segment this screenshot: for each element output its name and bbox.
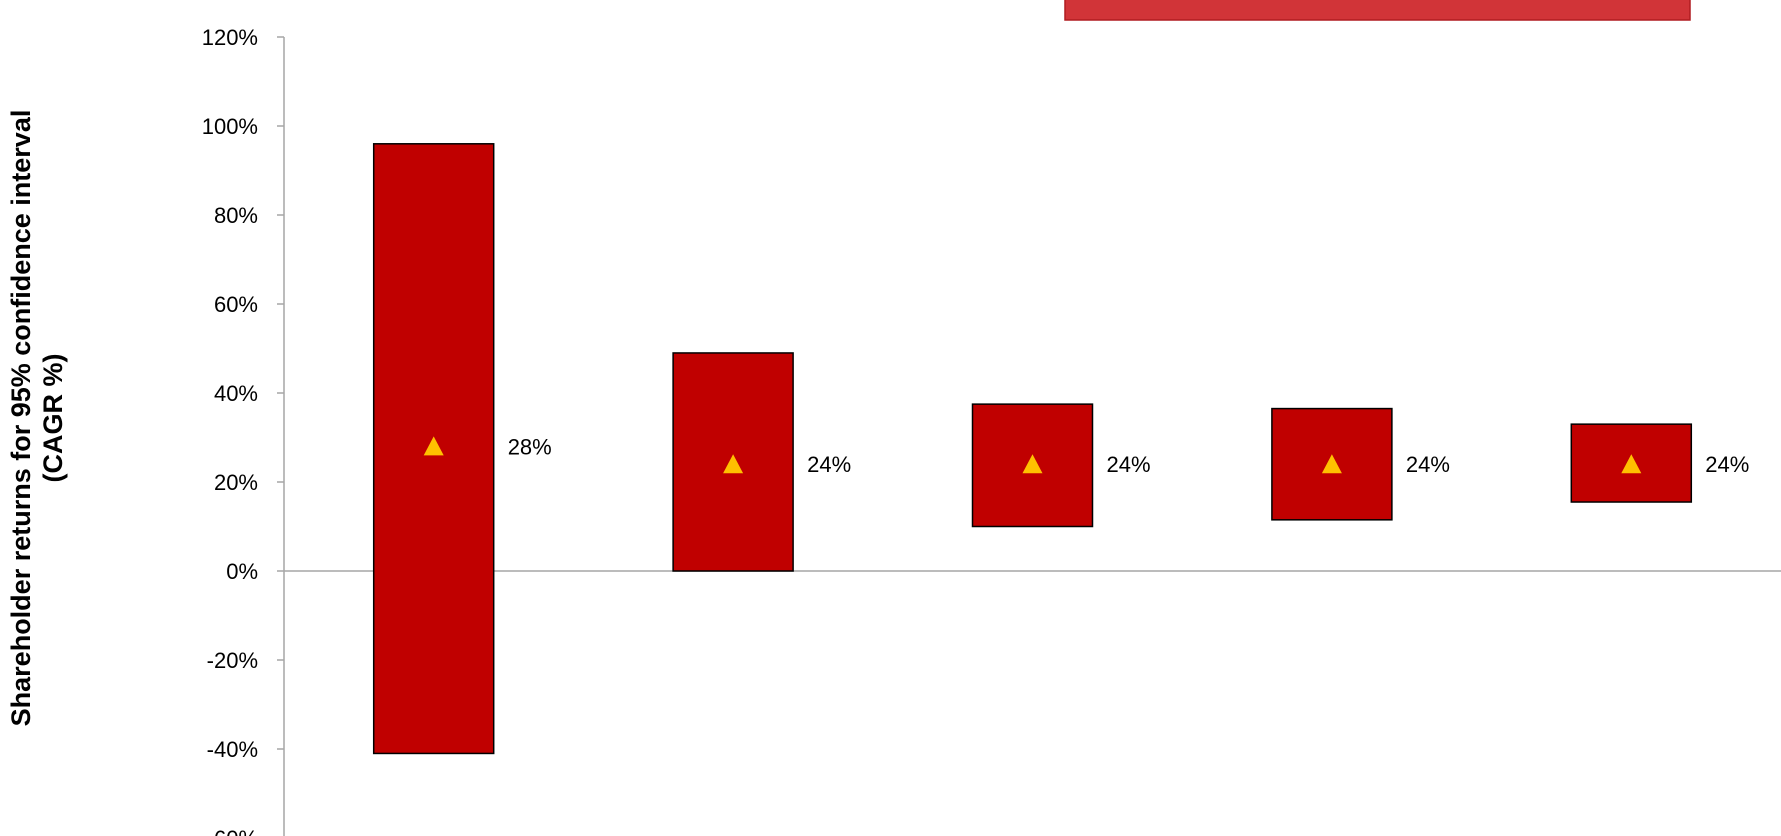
triangle-up-icon bbox=[1621, 454, 1642, 474]
y-axis-title-line-1: Shareholder returns for 95% confidence i… bbox=[6, 110, 36, 727]
data-label: 24% bbox=[1705, 452, 1749, 477]
y-tick-label: 100% bbox=[202, 114, 258, 139]
triangle-up-icon bbox=[423, 436, 444, 456]
data-label: 24% bbox=[1406, 452, 1450, 477]
y-axis: 120% 100% 80% 60% 40% 20% 0% -20% -40% -60% bbox=[202, 25, 1781, 836]
range-bar bbox=[672, 352, 794, 572]
y-tick-label: 40% bbox=[214, 381, 258, 406]
data-label: 28% bbox=[508, 434, 552, 459]
data-labels: 28% 24% 24% 24% 24% bbox=[508, 434, 1750, 477]
triangle-up-icon bbox=[1022, 454, 1043, 474]
bars bbox=[372, 143, 1693, 755]
y-axis-title: Shareholder returns for 95% confidence i… bbox=[6, 110, 68, 727]
data-label: 24% bbox=[1107, 452, 1151, 477]
y-tick-label: 120% bbox=[202, 25, 258, 50]
data-label: 24% bbox=[807, 452, 851, 477]
y-tick-label: 20% bbox=[214, 470, 258, 495]
legend-box bbox=[1064, 0, 1691, 21]
y-tick-label: 60% bbox=[214, 292, 258, 317]
triangle-up-icon bbox=[1321, 454, 1342, 474]
triangle-up-icon bbox=[723, 454, 744, 474]
y-axis-title-line-2: (CAGR %) bbox=[38, 354, 68, 483]
y-tick-label: -60% bbox=[207, 826, 258, 836]
mid-markers bbox=[423, 436, 1642, 474]
y-tick-label: -20% bbox=[207, 648, 258, 673]
y-tick-label: -40% bbox=[207, 737, 258, 762]
y-tick-label: 0% bbox=[226, 559, 258, 584]
y-tick-label: 80% bbox=[214, 203, 258, 228]
